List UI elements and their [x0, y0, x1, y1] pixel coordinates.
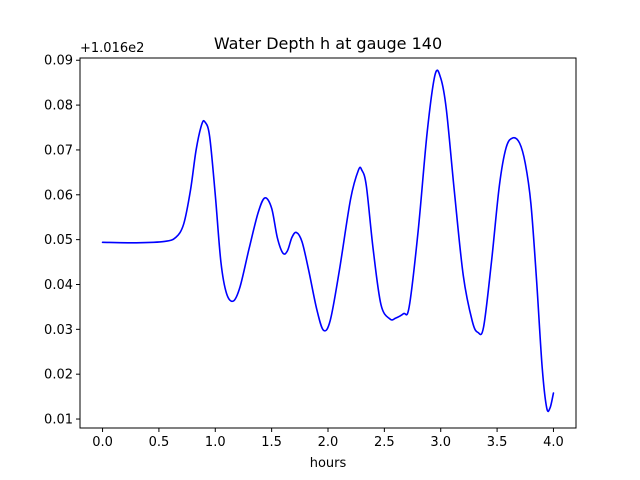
- x-tick-label: 1.5: [261, 435, 282, 450]
- x-tick-label: 3.5: [487, 435, 508, 450]
- y-tick-label: 0.06: [44, 188, 73, 203]
- plot-area: [101, 69, 555, 413]
- y-offset-label: +1.016e2: [80, 41, 144, 56]
- x-tick-label: 0.5: [149, 435, 170, 450]
- y-tick-label: 0.05: [44, 233, 73, 248]
- chart-title: Water Depth h at gauge 140: [214, 34, 442, 53]
- x-tick-label: 2.0: [318, 435, 339, 450]
- series-line-0: [101, 69, 555, 413]
- y-tick-label: 0.07: [44, 143, 73, 158]
- y-tick-label: 0.02: [44, 368, 73, 383]
- x-tick-label: 1.0: [205, 435, 226, 450]
- y-tick-label: 0.01: [44, 413, 73, 428]
- x-tick-label: 3.0: [430, 435, 451, 450]
- x-axis-label: hours: [310, 456, 347, 471]
- x-tick-label: 2.5: [374, 435, 395, 450]
- x-tick-label: 0.0: [92, 435, 113, 450]
- y-tick-label: 0.04: [44, 278, 73, 293]
- x-tick-label: 4.0: [543, 435, 564, 450]
- y-tick-label: 0.09: [44, 54, 73, 69]
- y-tick-label: 0.08: [44, 99, 73, 114]
- y-tick-label: 0.03: [44, 323, 73, 338]
